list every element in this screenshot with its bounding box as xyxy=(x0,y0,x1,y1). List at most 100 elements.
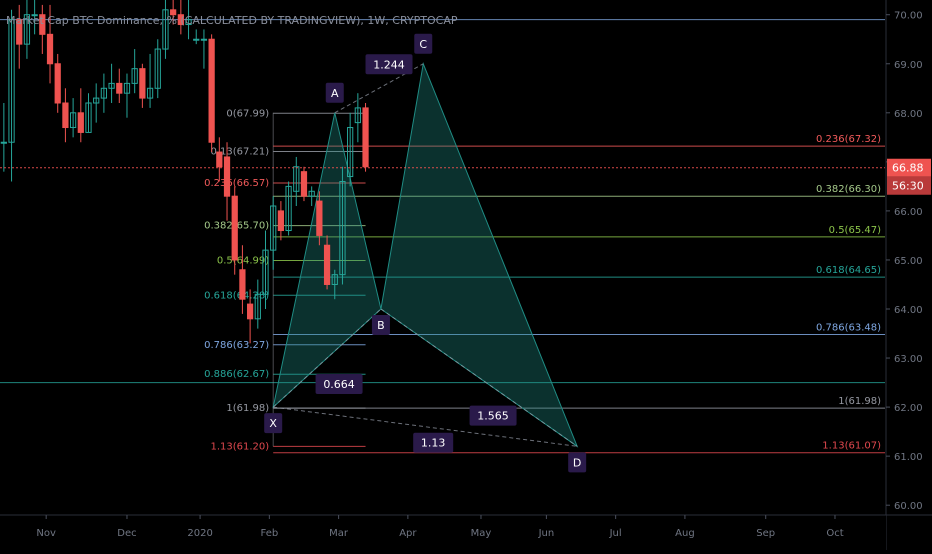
candle-body xyxy=(262,249,269,295)
x-axis-tick-label: Feb xyxy=(260,528,278,539)
candle-body xyxy=(300,171,308,197)
pattern-point-box xyxy=(371,315,390,335)
pattern-point-label: X xyxy=(269,417,277,430)
candle-body xyxy=(347,127,354,178)
candle-body xyxy=(69,112,77,129)
y-axis-tick-label: 64.00 xyxy=(894,305,923,316)
fib-left-label: 0(67.99) xyxy=(226,108,269,119)
candle-body xyxy=(162,9,169,50)
candle-body xyxy=(277,210,285,232)
ratio-box xyxy=(315,374,363,395)
pattern-xb-dash xyxy=(272,308,382,408)
candle-body xyxy=(354,107,361,124)
x-axis-tick-label: Sep xyxy=(756,528,775,539)
candle-body xyxy=(208,38,215,143)
candle-body xyxy=(177,14,184,26)
price-tag-label: 66.88 xyxy=(892,162,924,175)
candle-body xyxy=(0,141,7,144)
candle-body xyxy=(200,38,208,41)
candle-body xyxy=(293,166,300,192)
pattern-points: X A B C D xyxy=(264,33,587,473)
fib-left-label: 1.13(61.20) xyxy=(210,441,269,452)
candle-body xyxy=(62,102,69,129)
ratio-box xyxy=(365,54,413,75)
x-axis-tick-label: Nov xyxy=(36,528,56,539)
candle-body xyxy=(254,293,261,320)
fib-left-label: 0.13(67.21) xyxy=(210,147,269,158)
candle-body xyxy=(31,14,38,17)
ratio-label: 1.13 xyxy=(421,437,446,450)
pattern-point-box xyxy=(414,33,433,54)
fib-left-label: 0.886(62.67) xyxy=(204,369,269,380)
candle-body xyxy=(108,82,115,89)
x-axis-tick-label: 2020 xyxy=(187,528,212,539)
horizontal-lines xyxy=(0,19,885,384)
fib-left-label: 0.5(64.99) xyxy=(217,255,269,266)
y-axis-background xyxy=(886,0,932,550)
x-axis-tick-label: Apr xyxy=(399,528,417,539)
candle-body xyxy=(231,195,238,261)
candle-body xyxy=(8,19,15,143)
candle-body xyxy=(85,102,92,133)
candle-body xyxy=(54,63,61,104)
y-axis-tick-label: 61.00 xyxy=(894,452,923,463)
pattern-point-label: A xyxy=(331,87,339,100)
pattern-xd-dash xyxy=(273,406,578,447)
ratio-label: 0.664 xyxy=(323,378,355,391)
candle-body xyxy=(123,82,131,94)
candle-body xyxy=(285,185,292,232)
x-axis: Nov Dec 2020 Feb Mar Apr May Jun Jul Aug Sep Oct xyxy=(0,514,932,550)
candle-body xyxy=(339,180,346,276)
fib-right-label: 1(61.98) xyxy=(838,396,881,407)
x-axis-tick-label: Dec xyxy=(117,528,136,539)
y-axis-tick-label: 68.00 xyxy=(894,109,923,120)
pattern-point-box xyxy=(264,413,283,434)
ratio-label: 1.565 xyxy=(477,410,509,423)
candle-body xyxy=(239,269,246,300)
candle-body xyxy=(170,9,177,16)
candle-body xyxy=(223,156,231,197)
candle-body xyxy=(362,107,369,168)
x-axis-tick-label: Aug xyxy=(675,528,695,539)
candle-body xyxy=(100,87,108,99)
fib-left-label: 0.236(66.57) xyxy=(204,178,269,189)
fib-right-label: 0.5(65.47) xyxy=(829,225,881,236)
pattern-point-box xyxy=(568,452,587,473)
x-axis-background xyxy=(0,515,886,550)
candle-body xyxy=(308,190,315,197)
x-axis-tick-label: Jul xyxy=(609,528,622,539)
price-tag-box xyxy=(887,158,931,177)
candle-body xyxy=(131,68,138,84)
y-axis-tick-label: 69.00 xyxy=(894,60,923,71)
candle-body xyxy=(193,38,200,41)
y-axis-tick-label: 65.00 xyxy=(894,256,923,267)
y-axis-tick-label: 60.00 xyxy=(894,501,923,512)
candle-body xyxy=(216,151,223,168)
y-axis-tick-label: 66.00 xyxy=(894,207,923,218)
fib-right-label: 0.382(66.30) xyxy=(816,184,881,195)
candle-body xyxy=(93,97,100,104)
pattern-point-label: B xyxy=(377,319,385,332)
pattern-bd-dash xyxy=(380,308,578,447)
ratio-box xyxy=(413,432,454,453)
candle-body xyxy=(323,244,331,285)
candle-body xyxy=(246,303,254,320)
candle-body xyxy=(316,200,323,236)
y-axis-tick-label: 63.00 xyxy=(894,354,923,365)
candle-body xyxy=(146,87,154,99)
countdown-label: 56:30 xyxy=(892,180,924,193)
pattern-point-box xyxy=(325,82,344,103)
fib-left-label: 0.618(64.28) xyxy=(204,290,269,301)
pattern-point-label: D xyxy=(573,456,581,469)
ratio-labels: 1.244 0.664 1.565 1.13 xyxy=(315,54,517,453)
candle-body xyxy=(16,19,23,45)
ratio-label: 1.244 xyxy=(373,58,405,71)
countdown-box xyxy=(887,176,931,195)
y-axis-tick-label: 62.00 xyxy=(894,403,923,414)
candle-body xyxy=(23,14,31,45)
fib-right-label: 0.236(67.32) xyxy=(816,134,881,145)
x-axis-tick-label: Mar xyxy=(329,528,349,539)
